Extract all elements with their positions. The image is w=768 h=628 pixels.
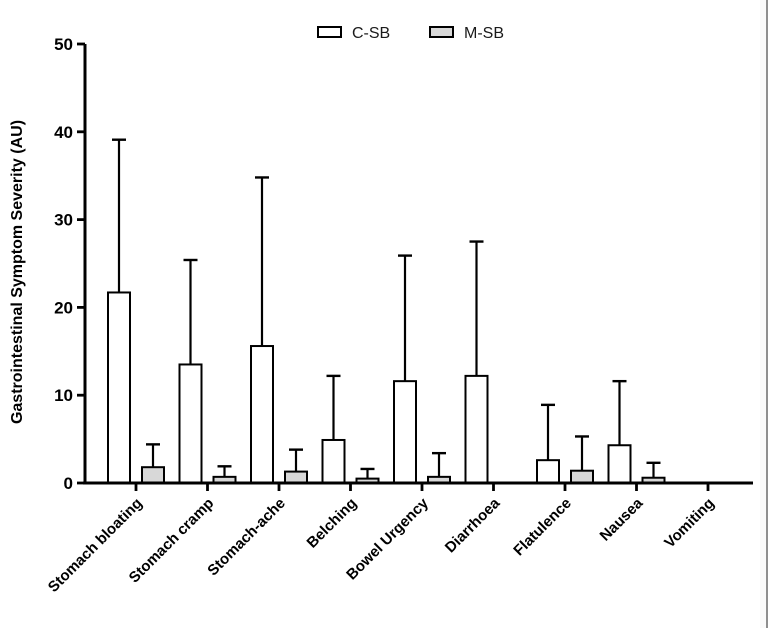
legend-swatch-m-sb [429, 26, 454, 38]
legend-swatch-c-sb [317, 26, 342, 38]
bar-c-sb-1 [178, 363, 203, 484]
window-edge-highlight [760, 0, 766, 628]
x-category-label: Belching [304, 495, 361, 552]
bar-c-sb-7 [607, 444, 632, 485]
y-tick-label: 30 [54, 211, 73, 230]
legend-label-m-sb: M-SB [464, 25, 504, 42]
bar-c-sb-2 [250, 345, 274, 485]
y-tick-label: 20 [54, 298, 73, 317]
bar-m-sb-6 [570, 469, 594, 485]
x-category-label: Diarrhoea [442, 494, 504, 556]
x-category-label: Flatulence [510, 495, 574, 559]
x-category-label: Vomiting [661, 495, 718, 552]
window-right-edge [766, 0, 768, 628]
y-tick-label: 40 [54, 123, 73, 142]
bar-c-sb-3 [321, 438, 346, 484]
bar-c-sb-0 [107, 291, 131, 484]
y-tick-label: 50 [54, 35, 73, 54]
bar-c-sb-5 [464, 374, 489, 484]
y-tick-label: 10 [54, 386, 73, 405]
bar-c-sb-4 [393, 380, 417, 485]
bar-c-sb-6 [536, 459, 560, 484]
bar-m-sb-0 [141, 466, 165, 485]
y-axis-title: Gastrointestinal Symptom Severity (AU) [9, 120, 26, 424]
legend-label-c-sb: C-SB [352, 25, 390, 42]
x-category-label: Nausea [597, 494, 647, 544]
x-category-label: Stomach-ache [204, 495, 289, 580]
bar-m-sb-2 [284, 470, 308, 484]
y-tick-label: 0 [64, 474, 73, 493]
